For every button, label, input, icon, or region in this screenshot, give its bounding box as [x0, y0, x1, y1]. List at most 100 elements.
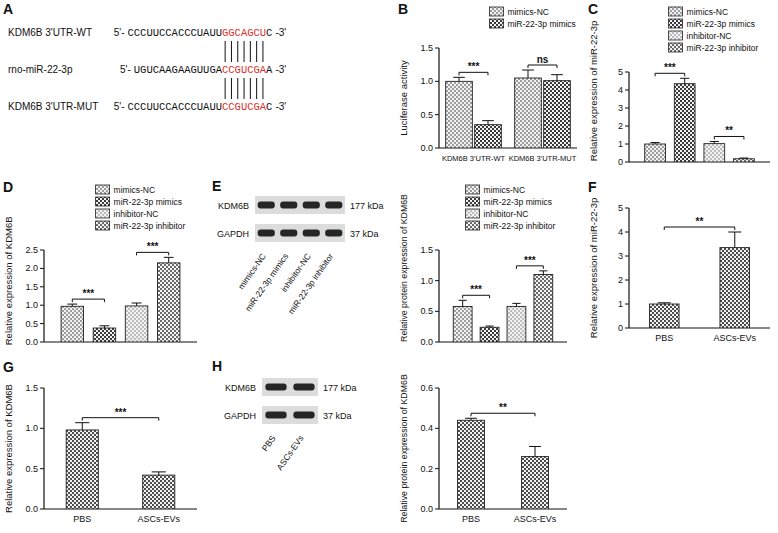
error-bar [164, 257, 174, 263]
significance-label: *** [115, 407, 127, 418]
legend-swatch [96, 197, 110, 206]
significance-label: ** [725, 125, 733, 136]
y-axis-label: Relative protein expression of KDM6B [399, 374, 409, 523]
error-bar [522, 70, 534, 78]
blot-band [303, 202, 320, 209]
blot-size: 37 kDa [323, 411, 352, 421]
y-axis [438, 48, 439, 148]
y-tick [625, 144, 629, 145]
error-line [462, 300, 463, 306]
legend-swatch [669, 43, 683, 52]
error-cap [522, 70, 534, 71]
bracket-tick [684, 73, 685, 76]
error-cap [67, 304, 77, 305]
y-tick [625, 328, 629, 329]
blot-size: 37 kDa [350, 229, 379, 239]
legend-label: miR-22-3p mimics [484, 197, 552, 207]
bar [458, 420, 485, 509]
error-bar [485, 326, 493, 327]
significance-bracket [664, 227, 735, 230]
y-tick-label: 0.0 [420, 337, 433, 347]
error-cap [482, 120, 494, 121]
y-tick-label: 1 [618, 299, 623, 309]
x-tick-label: KDM6B 3'UTR-WT [442, 154, 506, 163]
bar [645, 144, 666, 162]
blot-band [325, 202, 342, 209]
x-tick-label: PBS [655, 333, 673, 343]
y-tick [40, 268, 44, 269]
y-tick [435, 509, 439, 510]
y-tick [40, 342, 44, 343]
legend-swatch [489, 7, 503, 16]
y-axis [628, 208, 629, 328]
significance-bracket [655, 73, 685, 76]
sequence: C [266, 101, 272, 113]
y-tick [435, 468, 439, 469]
blot-lane-label: miR-22-3p inhibitor [286, 251, 335, 316]
y-axis-label: Relative expression of miR-22-3p [588, 21, 599, 161]
y-axis-label: Luciferase activity [398, 60, 409, 136]
sequence: CCCUUCCACCCUAUU [128, 101, 223, 113]
legend-label: mimics-NC [114, 185, 156, 195]
blot-band [265, 384, 286, 391]
legend-label: miR-22-3p mimics [114, 197, 182, 207]
y-axis [628, 72, 629, 162]
blot-protein: KDM6B [225, 383, 256, 393]
three-prime: -3' [275, 64, 286, 75]
legend-swatch [669, 31, 683, 40]
bar [143, 475, 175, 509]
bar [125, 306, 147, 342]
y-tick-label: 5 [618, 67, 623, 77]
y-tick [40, 509, 44, 510]
legend-swatch [466, 209, 480, 218]
pairing-line [256, 41, 257, 62]
background [0, 0, 778, 533]
seed-sequence: CCGUCGA [222, 101, 267, 113]
y-tick-label: 3 [618, 251, 623, 261]
panel-letter: F [588, 179, 597, 195]
error-cap [728, 232, 741, 233]
panel-letter: E [212, 178, 221, 194]
plot-area [66, 423, 175, 509]
y-tick [625, 162, 629, 163]
significance-bracket [516, 266, 543, 269]
sequence-label: KDM6B 3'UTR-WT [8, 27, 92, 38]
error-line [734, 232, 735, 248]
y-tick [435, 388, 439, 389]
y-tick-label: 4 [618, 227, 623, 237]
significance-label: *** [468, 61, 480, 72]
y-tick-label: 0.5 [25, 319, 38, 329]
bracket-tick [528, 65, 529, 68]
y-tick-label: 2.5 [25, 245, 38, 255]
error-cap [680, 78, 689, 79]
pairing-line [231, 41, 232, 62]
y-tick [40, 323, 44, 324]
error-cap [651, 142, 660, 143]
y-tick-label: 0.0 [420, 504, 433, 514]
bracket-tick [734, 227, 735, 230]
bar [480, 327, 499, 342]
error-cap [453, 77, 465, 78]
blot-band [280, 230, 297, 237]
error-bar [651, 143, 660, 144]
y-tick-label: 0.2 [420, 464, 433, 474]
bracket-tick [556, 65, 557, 68]
bracket-tick [743, 136, 744, 139]
error-bar [465, 418, 477, 420]
error-bar [75, 423, 89, 430]
legend-label: inhibitor-NC [484, 209, 529, 219]
blot-band [265, 412, 286, 419]
y-tick [40, 428, 44, 429]
error-cap [529, 446, 541, 447]
significance-label: *** [524, 255, 536, 266]
significance-label: ** [696, 216, 704, 227]
y-tick-label: 1.5 [420, 43, 433, 53]
bracket-tick [543, 266, 544, 269]
y-tick-label: 1.5 [420, 245, 433, 255]
y-tick-label: 1 [618, 139, 623, 149]
bracket-tick [158, 418, 159, 421]
bracket-tick [136, 252, 137, 255]
five-prime: 5'- [114, 27, 125, 38]
significance-bracket [714, 136, 744, 139]
panel-letter: G [3, 359, 14, 375]
